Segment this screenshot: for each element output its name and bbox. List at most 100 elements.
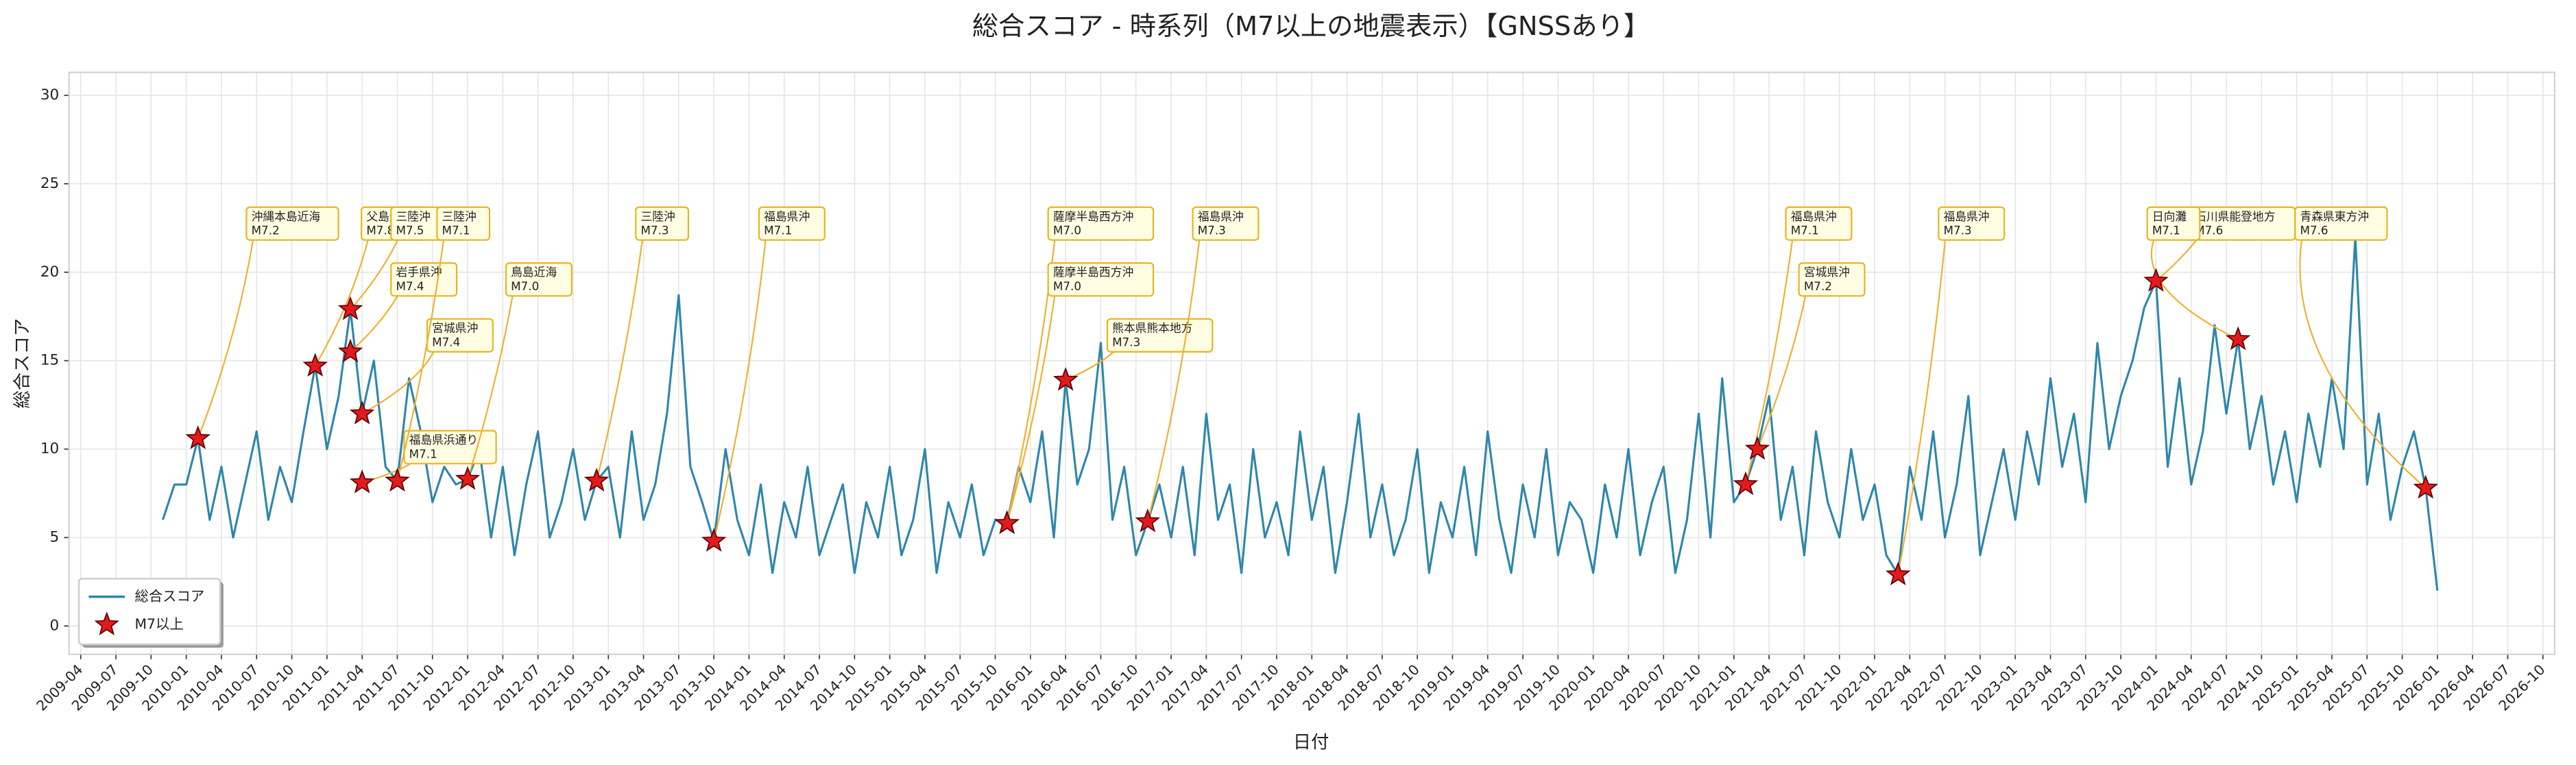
annotation-box xyxy=(1106,318,1214,353)
y-axis-label: 総合スコア xyxy=(12,318,33,409)
annotation-box xyxy=(635,206,690,241)
annotation-place: 宮城県沖 xyxy=(1804,266,1850,279)
y-tick-label: 30 xyxy=(40,86,59,104)
quake-marker xyxy=(2143,268,2169,292)
y-tick-label: 0 xyxy=(50,617,60,634)
annotation-place: 薩摩半島西方沖 xyxy=(1053,209,1133,223)
annotation-connector xyxy=(361,351,435,414)
annotation-connector xyxy=(2150,239,2239,340)
annotation-connector xyxy=(467,296,514,480)
annotation-mag: M7.0 xyxy=(1053,224,1081,237)
y-tick-label: 5 xyxy=(50,528,60,545)
quake-marker xyxy=(337,338,363,363)
annotation-mag: M7.8 xyxy=(366,224,394,237)
annotation-mag: M7.2 xyxy=(252,224,280,237)
annotation-place: 青森県東方沖 xyxy=(2300,209,2369,223)
annotation-mag: M7.1 xyxy=(409,447,437,461)
annotation-connector xyxy=(1897,239,1946,575)
quake-marker xyxy=(1744,436,1770,460)
annotation-place: 福島県沖 xyxy=(1198,209,1244,223)
annotation-place: 鳥島近海 xyxy=(511,266,557,279)
legend-label: 総合スコア xyxy=(134,588,204,604)
quake-marker xyxy=(583,467,610,492)
annotation-connector xyxy=(1006,296,1056,524)
quake-marker xyxy=(701,528,727,552)
annotation-mag: M7.5 xyxy=(396,224,424,237)
annotation-connector xyxy=(596,239,643,482)
quake-marker xyxy=(2225,326,2251,351)
annotation-place: 三陸沖 xyxy=(396,209,430,223)
annotation-mag: M7.4 xyxy=(432,336,460,349)
quake-marker xyxy=(337,296,363,320)
quake-marker xyxy=(185,425,210,449)
annotation-place: 岩手県沖 xyxy=(396,266,442,279)
annotation-box xyxy=(436,206,491,241)
annotation-box xyxy=(1938,206,2006,241)
chart-title: 総合スコア - 時系列（M7以上の地震表示）【GNSSあり】 xyxy=(972,11,1650,42)
annotation-place: 福島県沖 xyxy=(1944,209,1990,223)
y-tick-label: 25 xyxy=(40,175,59,192)
annotation-place: 石川県能登地方 xyxy=(2195,209,2275,223)
annotation-place: 三陸沖 xyxy=(640,209,675,223)
score-line xyxy=(161,235,2439,591)
annotation-connector xyxy=(350,295,398,353)
annotation-box xyxy=(245,206,339,241)
y-tick-label: 20 xyxy=(40,263,59,281)
annotations: 沖縄本島近海M7.2父島近海M7.8三陸沖M7.5岩手県沖M7.4宮城県沖M7.… xyxy=(197,206,2427,575)
annotation-place: 三陸沖 xyxy=(442,209,477,223)
annotation-mag: M7.4 xyxy=(396,279,424,293)
annotation-mag: M7.3 xyxy=(1112,336,1140,349)
quake-marker xyxy=(2413,475,2438,499)
annotation-box xyxy=(403,429,497,464)
annotation-mag: M7.3 xyxy=(1944,224,1972,237)
plot-frame xyxy=(68,71,2555,655)
annotation-connector xyxy=(314,239,369,366)
annotation-box xyxy=(1192,206,1260,241)
annotation-box xyxy=(1047,206,1155,241)
annotation-mag: M7.1 xyxy=(1791,224,1819,237)
annotation-mag: M7.3 xyxy=(640,224,669,237)
annotation-connector xyxy=(396,239,445,482)
quake-marker xyxy=(1052,366,1079,391)
annotation-connector xyxy=(1757,296,1807,449)
annotation-box xyxy=(426,318,494,353)
x-axis-label: 日付 xyxy=(1293,733,1329,753)
quake-marker xyxy=(349,400,375,425)
annotation-connector xyxy=(1146,239,1201,522)
quake-marker xyxy=(994,510,1020,534)
quake-marker xyxy=(302,353,328,377)
y-tick-label: 10 xyxy=(40,440,59,458)
annotation-mag: M7.0 xyxy=(511,279,539,293)
annotation-mag: M7.1 xyxy=(764,224,792,237)
quake-marker xyxy=(1886,561,1911,586)
quake-marker xyxy=(349,469,375,494)
quake-marker xyxy=(1733,471,1759,495)
annotation-box xyxy=(390,262,458,297)
legend-box xyxy=(77,578,221,646)
annotation-box xyxy=(505,262,573,297)
annotation-box xyxy=(2146,206,2201,241)
annotation-connector xyxy=(350,239,398,310)
annotation-box xyxy=(758,206,826,241)
annotation-mag: M7.2 xyxy=(1804,279,1832,293)
annotation-place: 日向灘 xyxy=(2152,209,2187,223)
legend-marker xyxy=(94,611,119,635)
annotation-place: 薩摩半島西方沖 xyxy=(1053,266,1133,279)
quake-marker xyxy=(385,467,410,492)
annotation-box xyxy=(2294,206,2388,241)
annotation-mag: M7.6 xyxy=(2195,224,2223,237)
annotation-mag: M7.1 xyxy=(442,224,470,237)
legend-label: M7以上 xyxy=(134,615,183,632)
quake-marker xyxy=(455,466,481,490)
annotation-box xyxy=(1798,262,1866,297)
annotation-place: 福島県沖 xyxy=(764,209,810,223)
annotation-place: 宮城県沖 xyxy=(432,321,478,335)
annotation-box xyxy=(1785,206,1853,241)
quake-marker xyxy=(1135,508,1161,532)
annotation-connector xyxy=(2299,239,2427,489)
annotation-mag: M7.0 xyxy=(1053,279,1081,293)
annotation-connector xyxy=(197,239,254,439)
annotation-mag: M7.6 xyxy=(2300,224,2328,237)
